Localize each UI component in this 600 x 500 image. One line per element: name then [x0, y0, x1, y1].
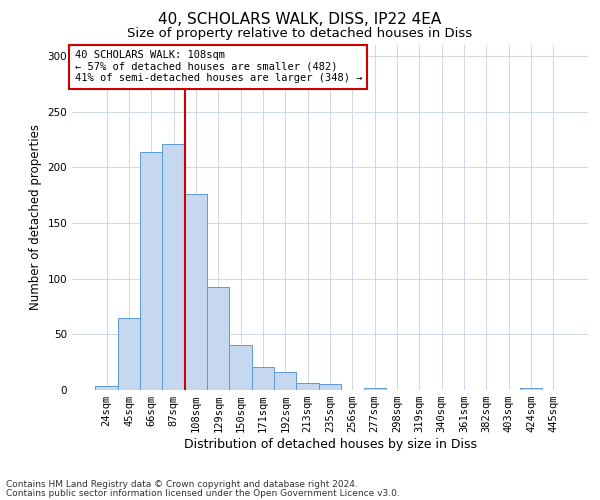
Bar [229, 346, 252, 390]
Bar [274, 372, 296, 390]
Bar [364, 388, 386, 390]
X-axis label: Distribution of detached houses by size in Diss: Distribution of detached houses by size … [184, 438, 476, 451]
Bar [140, 152, 163, 390]
Bar [163, 144, 185, 390]
Y-axis label: Number of detached properties: Number of detached properties [29, 124, 42, 310]
Bar [319, 384, 341, 390]
Text: 40, SCHOLARS WALK, DISS, IP22 4EA: 40, SCHOLARS WALK, DISS, IP22 4EA [158, 12, 442, 28]
Bar [520, 388, 542, 390]
Bar [95, 386, 118, 390]
Bar [296, 384, 319, 390]
Text: 40 SCHOLARS WALK: 108sqm
← 57% of detached houses are smaller (482)
41% of semi-: 40 SCHOLARS WALK: 108sqm ← 57% of detach… [74, 50, 362, 84]
Bar [207, 286, 229, 390]
Text: Contains HM Land Registry data © Crown copyright and database right 2024.: Contains HM Land Registry data © Crown c… [6, 480, 358, 489]
Bar [185, 194, 207, 390]
Bar [252, 366, 274, 390]
Bar [118, 318, 140, 390]
Text: Contains public sector information licensed under the Open Government Licence v3: Contains public sector information licen… [6, 489, 400, 498]
Text: Size of property relative to detached houses in Diss: Size of property relative to detached ho… [127, 28, 473, 40]
